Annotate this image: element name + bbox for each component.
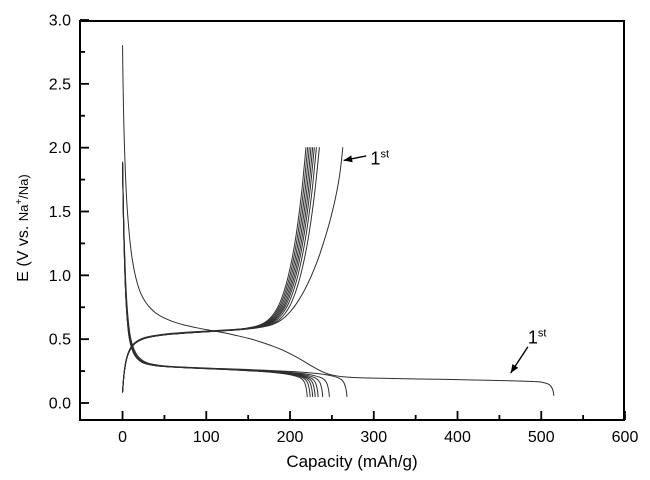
- annotation-arrow-first-charge: [343, 155, 367, 163]
- x-axis-title: Capacity (mAh/g): [286, 452, 417, 471]
- y-tick-label: 2.5: [49, 76, 71, 93]
- y-axis-title-na: Na: [16, 204, 31, 221]
- y-tick-label: 0.0: [49, 395, 71, 412]
- curve-discharge-cycle-8: [122, 161, 311, 398]
- y-tick-label: 3.0: [49, 13, 71, 30]
- y-axis-title-suffix: /Na): [16, 174, 31, 199]
- tick-labels: 0 100 200 300 400 500 600 0.0 0.5 1.0 1.5 2.0 2.5 3.0: [49, 13, 639, 447]
- curve-discharge-cycle-2: [122, 161, 348, 398]
- curve-discharge-cycle-1: [122, 45, 555, 396]
- annotation-label-first-discharge: 1st: [528, 328, 547, 348]
- curve-charge-cycle-5: [122, 147, 314, 393]
- curve-discharge-cycle-6: [122, 161, 316, 398]
- curve-charge-cycle-6: [122, 147, 312, 393]
- y-tick-label: 0.5: [49, 332, 71, 349]
- y-axis-title-prefix: E (V vs.: [15, 221, 32, 281]
- annotations-layer: 1st 1st: [343, 148, 547, 374]
- curve-discharge-cycle-7: [122, 161, 314, 398]
- x-tick-label: 100: [193, 429, 220, 446]
- annotation-arrow-first-discharge: [510, 346, 529, 374]
- y-tick-label: 1.5: [49, 204, 71, 221]
- curve-discharge-cycle-4: [122, 161, 324, 398]
- y-axis-title: E (V vs. Na+/Na): [14, 174, 32, 281]
- curve-charge-cycle-9: [122, 147, 307, 393]
- curve-charge-cycle-7: [122, 147, 310, 393]
- curve-discharge-cycle-3: [122, 161, 330, 398]
- x-tick-label: 0: [118, 429, 127, 446]
- x-tick-label: 200: [277, 429, 304, 446]
- curve-charge-cycle-3: [122, 147, 317, 393]
- curve-discharge-cycle-9: [122, 161, 308, 398]
- x-tick-label: 500: [528, 429, 555, 446]
- y-tick-label: 2.0: [49, 140, 71, 157]
- axis-ticks: [80, 19, 626, 420]
- x-tick-label: 400: [444, 429, 471, 446]
- x-tick-label: 300: [360, 429, 387, 446]
- plot-frame: [79, 20, 625, 421]
- axes-frame: [79, 20, 625, 421]
- curves-layer: [122, 45, 555, 398]
- curve-charge-cycle-8: [122, 147, 309, 393]
- annotation-label-first-charge: 1st: [370, 148, 389, 168]
- y-tick-label: 1.0: [49, 268, 71, 285]
- curve-charge-cycle-1: [122, 147, 344, 392]
- y-axis-title-superscript: +: [14, 199, 25, 205]
- curve-charge-cycle-4: [122, 147, 315, 393]
- x-tick-label: 600: [612, 429, 639, 446]
